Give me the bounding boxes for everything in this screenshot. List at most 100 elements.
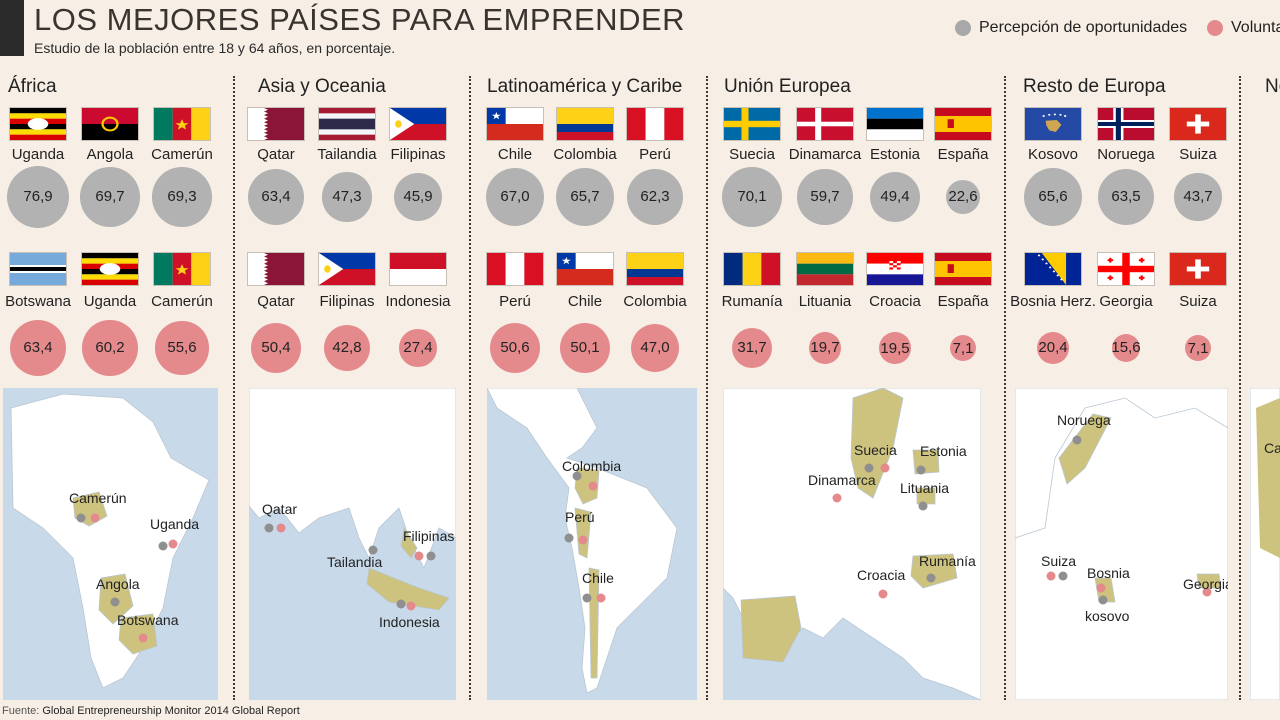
country-label-colombia: Colombia (553, 146, 617, 163)
map-no: Ca (1250, 388, 1280, 700)
flag-georgia (1097, 252, 1155, 286)
title-accent-block (0, 0, 24, 56)
value-bubble-qatar: 50,4 (250, 322, 302, 374)
flag-camerun (153, 107, 211, 141)
map-label-colombia: Colombia (562, 458, 622, 474)
value-bubble-chile: 67,0 (485, 167, 545, 227)
map-label-suiza: Suiza (1041, 553, 1077, 569)
source-note: Fuente: Global Entrepreneurship Monitor … (2, 705, 300, 717)
flag-camerun (153, 252, 211, 286)
map-marker (426, 551, 436, 561)
map-marker (564, 533, 574, 543)
map-union-europea: Suecia Estonia Dinamarca Lituania Croacia Rum… (723, 388, 981, 700)
value-bubble-uganda: 76,9 (6, 165, 70, 229)
highlighted-country-shape (740, 595, 802, 663)
column-divider (706, 76, 708, 700)
map-label-bosnia: Bosnia (1087, 565, 1130, 581)
value-bubble-kosovo: 65,6 (1024, 168, 1082, 226)
value-bubble-suiza: 7,1 (1185, 335, 1211, 361)
flag-espana (934, 252, 992, 286)
column-divider (233, 76, 235, 700)
land-shape (249, 388, 456, 569)
highlighted-country-shape (118, 613, 158, 655)
country-label-suecia: Suecia (729, 146, 775, 163)
flag-uganda (81, 252, 139, 286)
country-label-dinamarca: Dinamarca (788, 146, 862, 163)
map-label-dinamarca: Dinamarca (808, 472, 876, 488)
page-title: LOS MEJORES PAÍSES PARA EMPRENDER (34, 2, 686, 37)
flag-angola (81, 107, 139, 141)
map-marker (1058, 571, 1068, 581)
map-africa: Camerún Uganda Angola Botswana (3, 388, 218, 700)
value-bubble-indonesia: 27,4 (399, 329, 437, 367)
flag-bosnia-herz (1024, 252, 1082, 286)
map-label-estonia: Estonia (920, 443, 967, 459)
country-label-camerun: Camerún (151, 293, 213, 310)
map-marker (110, 597, 120, 607)
country-label-chile: Chile (497, 146, 533, 163)
flag-colombia (626, 252, 684, 286)
highlighted-country-shape (1256, 398, 1280, 558)
value-bubble-rumania: 31,7 (731, 327, 773, 369)
value-bubble-uganda: 60,2 (82, 320, 138, 376)
flag-uganda (9, 107, 67, 141)
region-title-africa: África (8, 76, 57, 97)
country-label-croacia: Croacia (869, 293, 921, 310)
map-shapes (487, 388, 678, 694)
map-label-rumania: Rumanía (919, 553, 976, 569)
flag-espana (934, 107, 992, 141)
value-bubble-camerun: 55,6 (155, 321, 209, 375)
map-label-indonesia: Indonesia (379, 614, 440, 630)
flag-lituania (796, 252, 854, 286)
flag-filipinas (389, 107, 447, 141)
map-label-uganda: Uganda (150, 516, 200, 532)
map-marker (368, 545, 378, 555)
legend-item-red: Volunta (1207, 19, 1280, 37)
map-label-noruega: Noruega (1057, 412, 1111, 428)
flag-noruega (1097, 107, 1155, 141)
map-label-chile: Chile (582, 570, 614, 586)
flag-suecia (723, 107, 781, 141)
map-label-lituania: Lituania (900, 480, 950, 496)
value-bubble-bosnia-herz: 20,4 (1036, 331, 1070, 365)
value-bubble-colombia: 65,7 (556, 168, 614, 226)
country-label-chile: Chile (567, 293, 603, 310)
value-bubble-peru: 62,3 (626, 168, 684, 226)
map-shapes (10, 393, 210, 689)
flag-peru (626, 107, 684, 141)
map-marker (880, 463, 890, 473)
country-label-tailandia: Tailandia (317, 146, 377, 163)
value-bubble-angola: 69,7 (80, 167, 140, 227)
flag-kosovo (1024, 107, 1082, 141)
map-label-kosovo: kosovo (1085, 608, 1130, 624)
region-title-asia-y-oceania: Asia y Oceania (258, 76, 386, 97)
value-bubble-suiza: 43,7 (1174, 173, 1222, 221)
map-label-filipinas: Filipinas (403, 528, 455, 544)
map-marker (90, 513, 100, 523)
country-label-botswana: Botswana (5, 293, 71, 310)
map-label-suecia: Suecia (854, 442, 897, 458)
map-marker (158, 541, 168, 551)
map-marker (396, 599, 406, 609)
legend-label-red: Volunta (1231, 19, 1280, 36)
flag-croacia (866, 252, 924, 286)
value-bubble-tailandia: 47,3 (322, 172, 372, 222)
legend-swatch-grey (955, 20, 971, 36)
highlighted-country-shape (588, 567, 600, 679)
flag-suiza (1169, 107, 1227, 141)
map-shapes (249, 388, 456, 611)
value-bubble-camerun: 69,3 (152, 167, 212, 227)
country-label-peru: Perú (499, 293, 531, 310)
highlighted-country-shape (850, 388, 904, 499)
country-label-colombia: Colombia (623, 293, 687, 310)
highlighted-country-shape (916, 487, 936, 505)
highlighted-country-shape (1196, 573, 1222, 589)
value-bubble-peru: 50,6 (489, 322, 541, 374)
highlighted-country-shape (400, 526, 418, 559)
map-marker (596, 593, 606, 603)
country-label-estonia: Estonia (869, 146, 921, 163)
map-label-angola: Angola (96, 576, 140, 592)
region-title-resto-de-europa: Resto de Europa (1023, 76, 1166, 97)
value-bubble-croacia: 19,5 (879, 332, 911, 364)
country-label-qatar: Qatar (257, 146, 295, 163)
